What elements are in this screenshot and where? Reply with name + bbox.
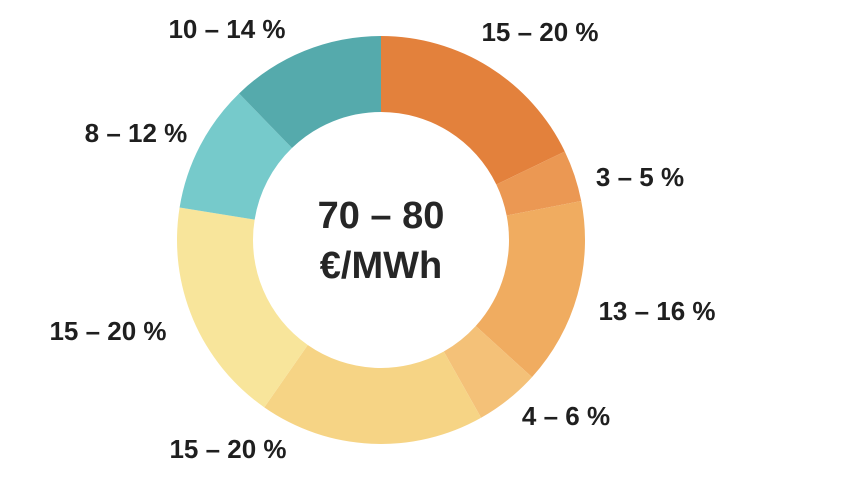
slice-label-8: 10 – 14 % <box>168 14 285 44</box>
slice-label-3: 13 – 16 % <box>598 296 715 326</box>
donut-slice-2 <box>496 151 582 216</box>
slice-label-1: 15 – 20 % <box>481 17 598 47</box>
donut-slice-4 <box>443 326 533 418</box>
center-value-label: 70 – 80 <box>318 195 445 237</box>
slice-label-2: 3 – 5 % <box>596 162 684 192</box>
slice-label-5: 15 – 20 % <box>169 434 286 464</box>
slices-layer <box>177 36 585 444</box>
center-unit-label: €/MWh <box>320 245 442 287</box>
slice-label-4: 4 – 6 % <box>522 401 610 431</box>
donut-slice-5 <box>264 344 482 444</box>
donut-slice-7 <box>179 93 292 220</box>
slice-labels-layer: 15 – 20 % 3 – 5 % 13 – 16 % 4 – 6 % 15 – 20 … <box>49 14 715 464</box>
donut-slice-1 <box>381 36 565 185</box>
donut-slice-8 <box>239 36 381 149</box>
donut-slice-3 <box>475 201 585 378</box>
slice-label-7: 8 – 12 % <box>85 118 188 148</box>
donut-slice-6 <box>177 207 308 408</box>
slice-label-6: 15 – 20 % <box>49 316 166 346</box>
